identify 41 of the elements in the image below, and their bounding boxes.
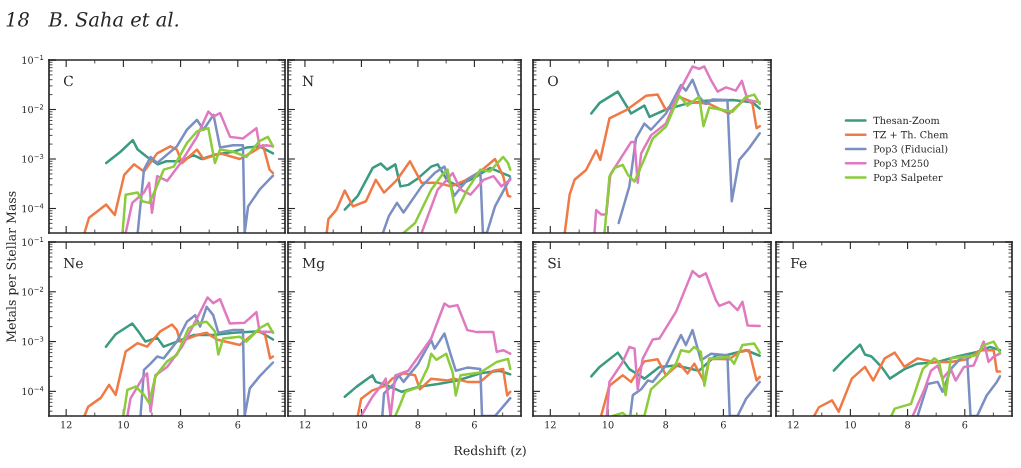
x-tick-label: 6 [720, 421, 726, 429]
text: Si [548, 257, 561, 269]
line-series [122, 320, 275, 416]
y-tick-label: 10$^{−4}$ [22, 386, 44, 396]
x-tick-label: 6 [235, 421, 241, 429]
x-tick-label: 12 [61, 421, 72, 429]
text: Fe [790, 257, 807, 269]
x-tick-label: 10 [118, 421, 129, 429]
x-tick-label: 8 [178, 421, 184, 429]
y-tick-label: 10$^{−3}$ [22, 153, 44, 163]
legend-label: Thesan-Zoom [873, 116, 940, 125]
legend-label: Pop3 M250 [873, 159, 929, 169]
y-tick-label: 10$^{−1}$ [22, 54, 44, 64]
text: O [548, 75, 558, 87]
text: C [63, 75, 73, 87]
text: 18 B. Saha et al. [6, 11, 178, 27]
x-tick-label: 12 [545, 421, 556, 429]
y-axis-title: Metals per Stellar Mass [6, 191, 19, 343]
x-tick-label: 10 [356, 421, 367, 429]
line-series [139, 305, 275, 416]
y-tick-label: 10$^{−2}$ [22, 104, 44, 114]
x-tick-label: 10 [603, 421, 614, 429]
x-tick-label: 10 [845, 421, 856, 429]
x-tick-label: 8 [663, 421, 669, 429]
legend-label: TZ + Th. Chem [873, 130, 949, 139]
x-tick-label: 6 [471, 421, 477, 429]
text: N [302, 75, 314, 87]
text: Mg [302, 257, 325, 272]
legend-label: Pop3 Salpeter [873, 173, 943, 184]
x-tick-label: 6 [962, 421, 968, 429]
x-tick-label: 8 [905, 421, 911, 429]
x-tick-label: 12 [299, 421, 311, 429]
y-tick-label: 10$^{−4}$ [22, 203, 44, 213]
legend-label: Pop3 (Fiducial) [873, 145, 948, 155]
y-tick-label: 10$^{−2}$ [22, 286, 44, 296]
y-tick-label: 10$^{−3}$ [22, 336, 44, 346]
x-tick-label: 8 [415, 421, 421, 429]
x-tick-label: 12 [788, 421, 799, 429]
x-axis-title: Redshift (z) [454, 445, 526, 458]
y-tick-label: 10$^{−1}$ [22, 236, 44, 246]
text: Ne [63, 257, 83, 269]
